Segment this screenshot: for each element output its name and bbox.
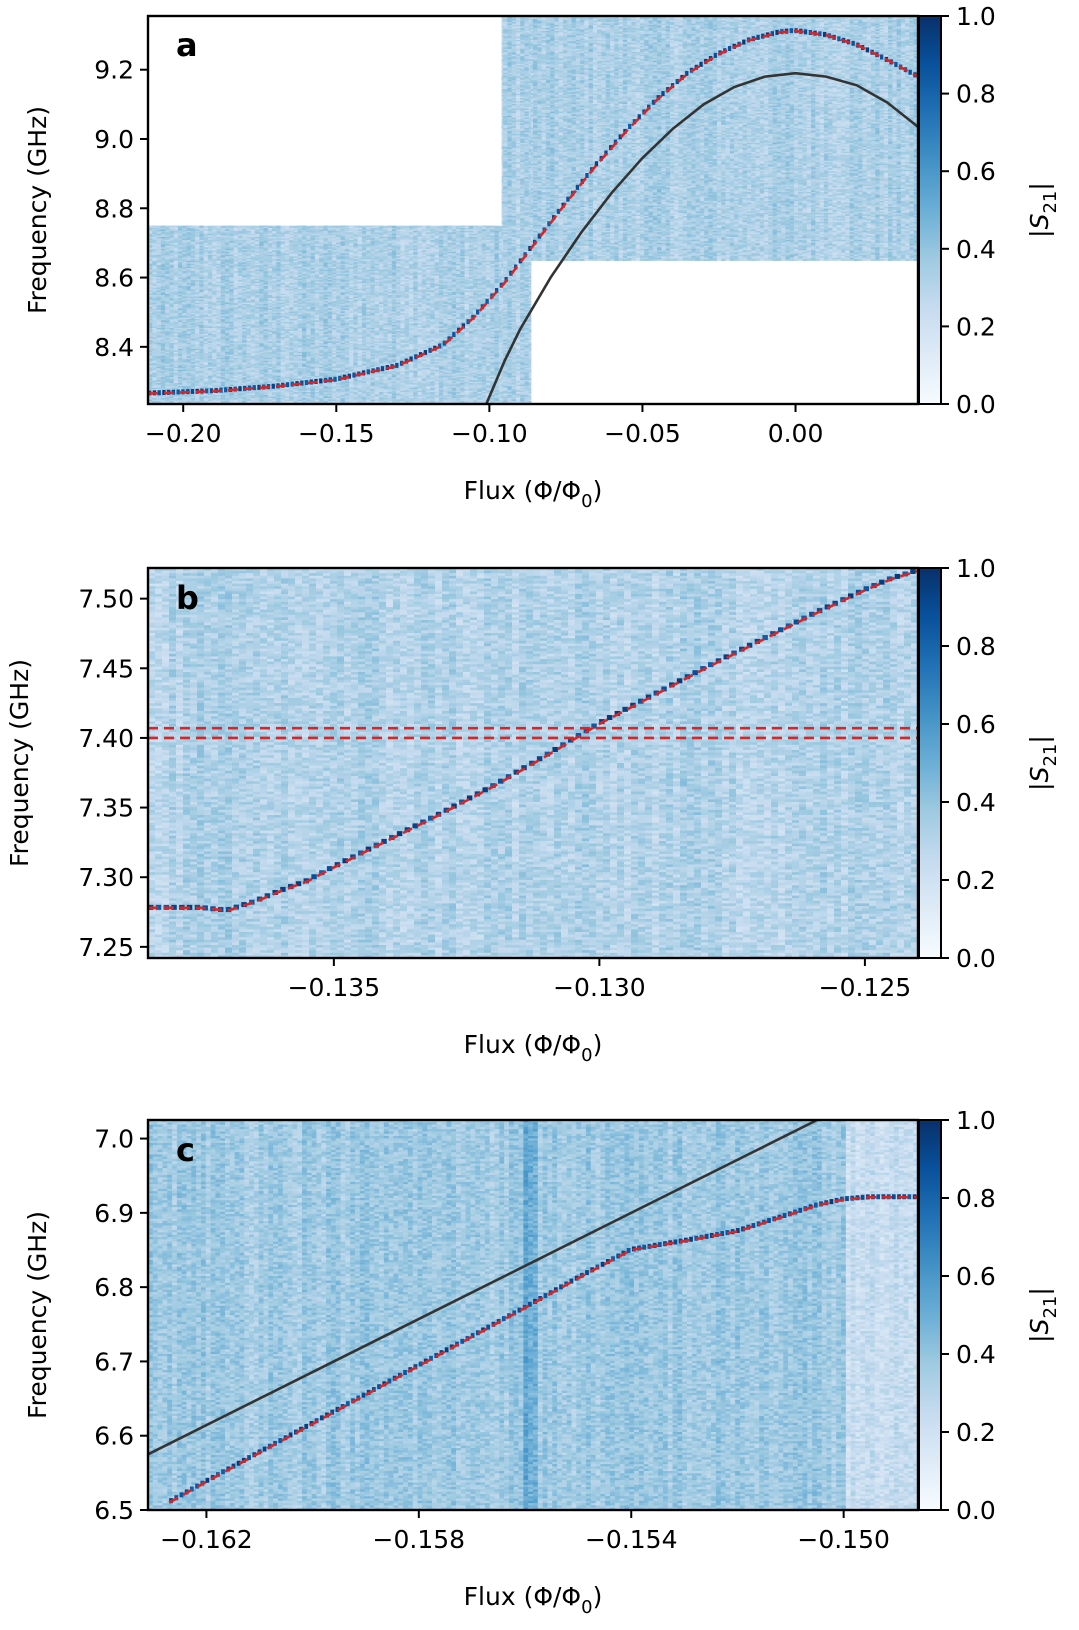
- panel-c-colorbar-ticks: 0.0 0.2 0.4 0.6 0.8 1.0: [941, 1106, 996, 1525]
- colorbar-tick-label: 0.4: [956, 788, 996, 817]
- colorbar-tick-label: 0.2: [956, 866, 996, 895]
- y-tick-label: 7.0: [94, 1125, 134, 1154]
- panel-a-data-region: [148, 226, 502, 405]
- y-tick-label: 7.25: [78, 933, 134, 962]
- panel-b-y-ticks: 7.25 7.30 7.35 7.40 7.45 7.50: [78, 585, 148, 962]
- y-tick-label: 9.2: [94, 56, 134, 85]
- y-tick-label: 6.9: [94, 1199, 134, 1228]
- panel-c-plot-area: [148, 1120, 919, 1511]
- panel-a-data-region: [502, 16, 532, 405]
- colorbar-tick-label: 0.0: [956, 390, 996, 419]
- panel-b-letter: b: [176, 579, 199, 617]
- colorbar-tick-label: 1.0: [956, 1106, 996, 1135]
- x-tick-label: −0.135: [288, 973, 381, 1002]
- panel-a-y-axis-title: Frequency (GHz): [23, 106, 52, 314]
- panel-c-heatmap: [148, 1120, 919, 1511]
- colorbar-tick-label: 0.2: [956, 1418, 996, 1447]
- y-tick-label: 7.45: [78, 654, 134, 683]
- y-tick-label: 7.35: [78, 794, 134, 823]
- colorbar-tick-label: 0.6: [956, 1262, 996, 1291]
- panel-b-colorbar-ticks: 0.0 0.2 0.4 0.6 0.8 1.0: [941, 554, 996, 973]
- panel-b-y-axis-title: Frequency (GHz): [5, 659, 34, 867]
- panel-c: c −0.162 −0.158 −0.154 −0.150 6.56.66.76.86…: [23, 1106, 1061, 1618]
- colorbar-tick-label: 0.6: [956, 710, 996, 739]
- panel-a-colorbar-label: |S21|: [1025, 182, 1061, 238]
- x-tick-label: −0.162: [160, 1525, 253, 1554]
- colorbar-tick-label: 0.2: [956, 312, 996, 341]
- panel-c-colorbar: [919, 1120, 941, 1510]
- panel-c-colorbar-label: |S21|: [1025, 1287, 1061, 1343]
- x-tick-label: −0.158: [373, 1525, 466, 1554]
- panel-c-y-ticks: 6.5 6.6 6.7 6.8 6.9 7.0: [94, 1125, 148, 1525]
- colorbar-tick-label: 1.0: [956, 554, 996, 583]
- panel-a-colorbar-ticks: 0.0 0.2 0.4 0.6 0.8 1.0: [941, 2, 996, 419]
- y-tick-label: 6.7: [94, 1347, 134, 1376]
- y-tick-label: 6.8: [94, 1273, 134, 1302]
- panel-b-colorbar: [919, 568, 941, 958]
- y-tick-label: 8.8: [94, 194, 134, 223]
- colorbar-tick-label: 0.8: [956, 632, 996, 661]
- x-tick-label: 0.00: [768, 419, 824, 448]
- panel-c-x-axis-title: Flux (Φ/Φ0): [464, 1582, 603, 1618]
- x-tick-label: −0.154: [585, 1525, 678, 1554]
- panel-b-x-ticks: −0.135 −0.130 −0.125: [288, 958, 912, 1002]
- colorbar-tick-label: 0.6: [956, 157, 996, 186]
- x-tick-label: −0.20: [145, 419, 222, 448]
- x-tick-label: −0.15: [298, 419, 375, 448]
- panel-a-plot-area: [148, 16, 919, 405]
- panel-a: a −0.20 −0.15 −0.10 −0.05 0.00 8.4 8.6 8.8 9.0 9…: [23, 2, 1061, 512]
- colorbar-tick-label: 0.0: [956, 1496, 996, 1525]
- panel-a-x-axis-title: Flux (Φ/Φ0): [464, 476, 603, 512]
- y-tick-label: 6.6: [94, 1422, 134, 1451]
- panel-c-data-region: [148, 1120, 919, 1511]
- x-tick-label: −0.05: [604, 419, 681, 448]
- panel-b-colorbar-label: |S21|: [1025, 735, 1061, 791]
- colorbar-tick-label: 0.8: [956, 1184, 996, 1213]
- panel-a-colorbar: [919, 16, 941, 404]
- panel-a-x-ticks: −0.20 −0.15 −0.10 −0.05 0.00: [145, 404, 823, 448]
- y-tick-label: 8.4: [94, 333, 134, 362]
- panel-a-y-ticks: 8.4 8.6 8.8 9.0 9.2: [94, 56, 148, 362]
- x-tick-label: −0.130: [553, 973, 646, 1002]
- x-tick-label: −0.125: [819, 973, 912, 1002]
- x-tick-label: −0.150: [797, 1525, 890, 1554]
- panel-c-letter: c: [176, 1131, 195, 1169]
- panel-b-plot-area: [148, 568, 919, 959]
- y-tick-label: 7.50: [78, 585, 134, 614]
- panel-c-x-ticks: −0.162 −0.158 −0.154 −0.150: [160, 1510, 890, 1554]
- colorbar-tick-label: 1.0: [956, 2, 996, 31]
- panel-a-letter: a: [176, 26, 198, 64]
- colorbar-tick-label: 0.4: [956, 1340, 996, 1369]
- colorbar-tick-label: 0.4: [956, 235, 996, 264]
- colorbar-tick-label: 0.0: [956, 944, 996, 973]
- panel-c-y-axis-title: Frequency (GHz): [23, 1211, 52, 1419]
- y-tick-label: 7.30: [78, 863, 134, 892]
- panel-b: b −0.135 −0.130 −0.125 7.25 7.30 7.35 7.40 7.4…: [5, 554, 1061, 1066]
- y-tick-label: 9.0: [94, 125, 134, 154]
- y-tick-label: 6.5: [94, 1496, 134, 1525]
- y-tick-label: 8.6: [94, 264, 134, 293]
- x-tick-label: −0.10: [451, 419, 528, 448]
- panel-b-x-axis-title: Flux (Φ/Φ0): [464, 1030, 603, 1066]
- colorbar-tick-label: 0.8: [956, 80, 996, 109]
- y-tick-label: 7.40: [78, 724, 134, 753]
